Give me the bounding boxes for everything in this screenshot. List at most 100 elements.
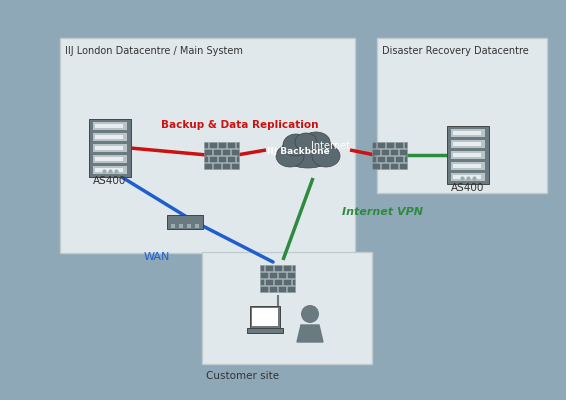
Ellipse shape (281, 136, 336, 168)
FancyBboxPatch shape (226, 156, 235, 162)
FancyBboxPatch shape (208, 142, 217, 148)
FancyBboxPatch shape (278, 286, 286, 292)
FancyBboxPatch shape (222, 162, 230, 168)
FancyBboxPatch shape (204, 142, 208, 148)
FancyBboxPatch shape (372, 156, 376, 162)
FancyBboxPatch shape (453, 142, 481, 146)
FancyBboxPatch shape (273, 278, 282, 284)
FancyBboxPatch shape (93, 144, 127, 152)
FancyBboxPatch shape (269, 286, 277, 292)
FancyBboxPatch shape (451, 151, 485, 159)
FancyBboxPatch shape (187, 224, 191, 228)
FancyBboxPatch shape (372, 162, 380, 168)
Text: AS400: AS400 (93, 176, 127, 186)
FancyBboxPatch shape (222, 148, 230, 154)
FancyBboxPatch shape (260, 278, 264, 284)
FancyBboxPatch shape (235, 142, 239, 148)
FancyBboxPatch shape (95, 135, 123, 139)
FancyBboxPatch shape (404, 142, 407, 148)
FancyBboxPatch shape (260, 286, 268, 292)
FancyBboxPatch shape (252, 308, 278, 326)
Text: AS400: AS400 (451, 183, 484, 193)
FancyBboxPatch shape (291, 278, 295, 284)
FancyBboxPatch shape (93, 155, 127, 163)
FancyBboxPatch shape (250, 306, 280, 328)
FancyBboxPatch shape (93, 133, 127, 141)
FancyBboxPatch shape (372, 148, 380, 154)
FancyBboxPatch shape (95, 157, 123, 161)
FancyBboxPatch shape (372, 142, 376, 148)
Text: Internet: Internet (311, 141, 349, 151)
FancyBboxPatch shape (171, 224, 175, 228)
FancyBboxPatch shape (451, 173, 485, 181)
FancyBboxPatch shape (247, 328, 283, 333)
Ellipse shape (312, 145, 340, 167)
FancyBboxPatch shape (399, 148, 407, 154)
FancyBboxPatch shape (287, 286, 295, 292)
FancyBboxPatch shape (278, 272, 286, 278)
FancyBboxPatch shape (204, 156, 208, 162)
FancyBboxPatch shape (204, 148, 212, 154)
FancyBboxPatch shape (202, 252, 372, 364)
FancyBboxPatch shape (390, 148, 398, 154)
FancyBboxPatch shape (226, 142, 235, 148)
FancyBboxPatch shape (404, 156, 407, 162)
FancyBboxPatch shape (282, 278, 291, 284)
FancyBboxPatch shape (167, 215, 203, 229)
FancyBboxPatch shape (453, 153, 481, 157)
FancyBboxPatch shape (451, 129, 485, 137)
FancyBboxPatch shape (264, 278, 273, 284)
FancyBboxPatch shape (273, 264, 282, 270)
FancyBboxPatch shape (217, 156, 226, 162)
Text: Customer site: Customer site (206, 371, 279, 381)
FancyBboxPatch shape (260, 264, 264, 270)
FancyBboxPatch shape (453, 164, 481, 168)
FancyBboxPatch shape (399, 162, 407, 168)
FancyBboxPatch shape (453, 175, 481, 179)
FancyBboxPatch shape (217, 142, 226, 148)
FancyBboxPatch shape (231, 148, 239, 154)
FancyBboxPatch shape (395, 142, 402, 148)
FancyBboxPatch shape (453, 131, 481, 135)
FancyBboxPatch shape (395, 156, 402, 162)
Text: Backup & Data Replication: Backup & Data Replication (161, 120, 319, 130)
FancyBboxPatch shape (269, 272, 277, 278)
FancyBboxPatch shape (89, 119, 131, 177)
FancyBboxPatch shape (390, 162, 398, 168)
FancyBboxPatch shape (381, 162, 389, 168)
FancyBboxPatch shape (208, 156, 217, 162)
FancyBboxPatch shape (95, 124, 123, 128)
Text: IIJ Backbone: IIJ Backbone (267, 148, 329, 156)
FancyBboxPatch shape (213, 162, 221, 168)
FancyBboxPatch shape (204, 162, 212, 168)
Ellipse shape (302, 132, 330, 152)
FancyBboxPatch shape (235, 156, 239, 162)
FancyBboxPatch shape (264, 264, 273, 270)
FancyBboxPatch shape (93, 166, 127, 174)
FancyBboxPatch shape (381, 148, 389, 154)
FancyBboxPatch shape (95, 146, 123, 150)
FancyBboxPatch shape (231, 162, 239, 168)
FancyBboxPatch shape (260, 272, 268, 278)
Text: Internet VPN: Internet VPN (342, 207, 423, 217)
FancyBboxPatch shape (447, 126, 489, 184)
FancyBboxPatch shape (282, 264, 291, 270)
FancyBboxPatch shape (93, 122, 127, 130)
FancyBboxPatch shape (195, 224, 199, 228)
Text: IIJ London Datacentre / Main System: IIJ London Datacentre / Main System (65, 46, 243, 56)
FancyBboxPatch shape (213, 148, 221, 154)
Circle shape (301, 305, 319, 323)
FancyBboxPatch shape (451, 162, 485, 170)
Ellipse shape (283, 134, 309, 156)
FancyBboxPatch shape (385, 142, 394, 148)
FancyBboxPatch shape (376, 156, 385, 162)
FancyBboxPatch shape (385, 156, 394, 162)
FancyBboxPatch shape (451, 140, 485, 148)
FancyBboxPatch shape (95, 168, 123, 172)
Polygon shape (297, 325, 323, 342)
FancyBboxPatch shape (179, 224, 183, 228)
FancyBboxPatch shape (291, 264, 295, 270)
FancyBboxPatch shape (377, 38, 547, 193)
FancyBboxPatch shape (287, 272, 295, 278)
Text: WAN: WAN (144, 252, 170, 262)
